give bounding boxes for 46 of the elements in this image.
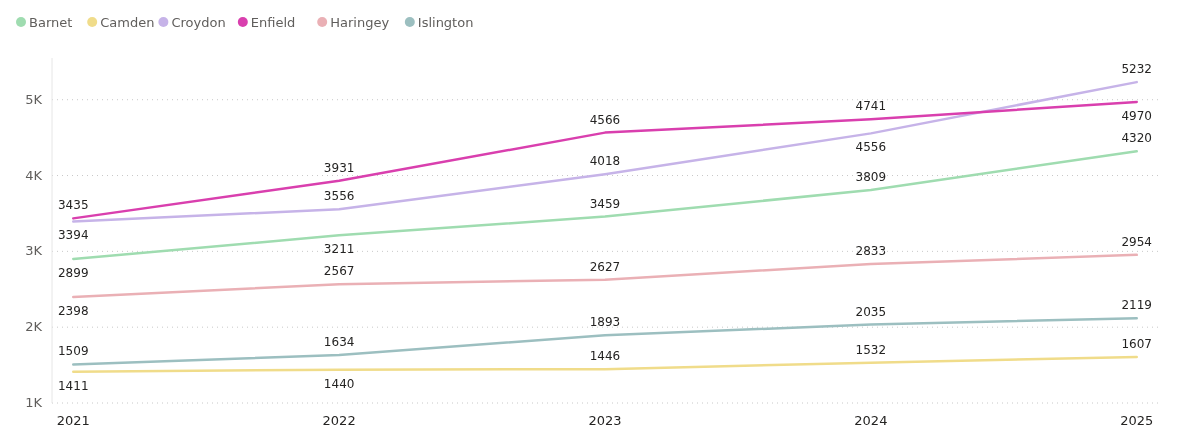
data-label: 2398: [58, 304, 89, 318]
data-label: 1634: [323, 334, 355, 349]
data-label: 2899: [58, 266, 89, 281]
x-tick-label: 2022: [322, 413, 356, 428]
data-label: 3394: [58, 228, 89, 243]
data-label: 4970: [1121, 108, 1152, 123]
data-label: 1532: [855, 342, 887, 357]
y-tick-label: 5K: [25, 91, 43, 107]
data-label: 4566: [589, 112, 621, 127]
data-label: 2035: [855, 304, 887, 319]
data-label: 1607: [1121, 336, 1152, 351]
data-label: 2119: [1121, 298, 1152, 313]
data-label: 4741: [855, 99, 887, 114]
legend-label: Islington: [417, 15, 474, 30]
x-tick-label: 2025: [1120, 413, 1154, 428]
y-tick-label: 2K: [25, 319, 43, 335]
data-label: 3211: [323, 242, 355, 257]
data-label: 1411: [58, 378, 89, 393]
data-label: 2567: [323, 264, 355, 279]
data-label: 3556: [323, 189, 355, 204]
data-label: 4320: [1121, 131, 1152, 146]
data-label: 3931: [323, 160, 355, 175]
data-label: 3809: [855, 170, 887, 185]
data-label: 1893: [589, 315, 621, 330]
x-tick-label: 2021: [56, 413, 90, 428]
data-label: 1446: [589, 349, 621, 364]
data-label: 4556: [855, 140, 887, 155]
data-label: 3459: [589, 196, 621, 211]
data-label: 2833: [855, 244, 887, 259]
legend-label: Croydon: [171, 15, 226, 30]
data-label: 2954: [1121, 234, 1152, 249]
legend-label: Barnet: [29, 15, 73, 30]
data-label: 4018: [589, 154, 621, 169]
x-tick-label: 2023: [588, 413, 622, 428]
data-label: 1440: [323, 376, 355, 391]
data-label: 3435: [58, 198, 89, 213]
data-label: 2627: [589, 259, 621, 274]
y-tick-label: 1K: [25, 395, 43, 410]
data-label: 5232: [1121, 62, 1152, 77]
legend-label: Haringey: [330, 15, 390, 30]
y-tick-label: 4K: [25, 167, 43, 183]
x-tick-label: 2024: [854, 413, 888, 428]
legend-label: Camden: [100, 15, 155, 30]
y-tick-label: 3K: [25, 243, 43, 259]
data-label: 1509: [58, 344, 89, 359]
legend-label: Enfield: [250, 15, 296, 30]
